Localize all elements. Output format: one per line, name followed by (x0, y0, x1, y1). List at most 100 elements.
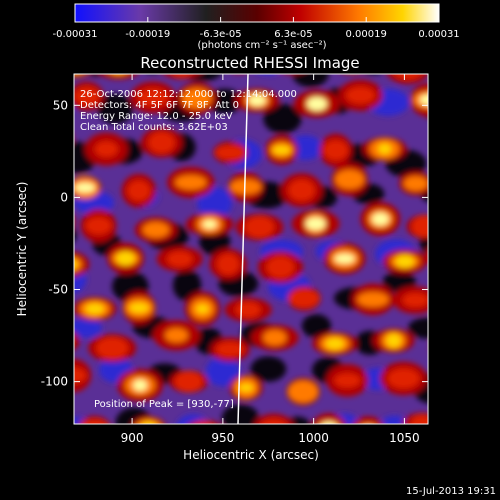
colorbar-tick-label: -0.00031 (53, 29, 98, 40)
y-tick-label: 0 (60, 190, 68, 204)
heatmap-trough (74, 227, 77, 242)
colorbar-tick-label: 0.00019 (346, 29, 387, 40)
solar-limb-line (237, 74, 249, 424)
heatmap-trough (378, 415, 411, 424)
heatmap-fringe-core (387, 368, 420, 389)
heatmap-fringe-peak (142, 421, 155, 424)
heatmap-fringe (33, 125, 73, 151)
heatmap-fringe-peak (325, 338, 344, 350)
peak-position-label: Position of Peak = [930,-77] (94, 399, 234, 410)
heatmap-fringe-peak (322, 421, 336, 424)
heatmap-fringe-core (74, 87, 100, 106)
heatmap-trough (97, 93, 133, 124)
heatmap-fringe-core (174, 371, 203, 392)
heatmap-fringe-peak (305, 217, 326, 230)
heatmap-trough (206, 88, 243, 114)
heatmap-fringe-core (111, 74, 126, 76)
heatmap-fringe-core (323, 140, 349, 161)
heatmap-fringe-core (335, 169, 365, 189)
heatmap-fringe-peak (372, 212, 389, 226)
heatmap-fringe-peak (378, 143, 392, 155)
heatmap-trough (221, 404, 260, 424)
heatmap-fringe-core (96, 337, 129, 359)
annotation-energy-range: Energy Range: 12.0 - 25.0 keV (80, 111, 233, 122)
heatmap-image (26, 59, 470, 438)
x-tick-label: 950 (211, 431, 234, 445)
heatmap-fringe (254, 413, 294, 424)
heatmap-fringe (430, 332, 470, 364)
heatmap-fringe-core (41, 128, 64, 147)
heatmap-trough (434, 412, 468, 433)
plot-frame (73, 73, 429, 425)
heatmap-fringe-peak (65, 59, 84, 71)
heatmap-fringe-peak (116, 251, 135, 266)
heatmap-fringe-peak (75, 182, 95, 193)
heatmap-fringe-core (172, 74, 191, 78)
heatmap-fringe-core (138, 88, 169, 107)
x-tick-label: 900 (121, 431, 144, 445)
y-axis-ticks: -100 -50 0 50 (41, 98, 428, 389)
heatmap-fringe-core (94, 141, 118, 157)
heatmap-fringe-core (85, 217, 112, 235)
x-tick-label: 1050 (389, 431, 420, 445)
heatmap-fringe-core (74, 257, 82, 272)
heatmap-fringe-peak (272, 145, 291, 155)
heatmap-fringe-core (266, 256, 295, 279)
heatmap-fringe (31, 412, 67, 438)
chart-title: Reconstructed RHESSI Image (140, 54, 359, 72)
heatmap-fringe-core (260, 419, 287, 424)
heatmap-fringe-core (357, 292, 389, 307)
heatmap-fringe-core (175, 175, 207, 190)
heatmap-trough (301, 314, 332, 338)
heatmap-trough (196, 186, 233, 219)
heatmap-fringe-peak (248, 94, 266, 106)
colorbar-tick-label: -0.00019 (125, 29, 170, 40)
heatmap-fringe-core (438, 340, 462, 355)
heatmap-fringe-core (37, 415, 62, 434)
heatmap-fringe-core (181, 88, 212, 109)
heatmap-fringe-core (346, 86, 376, 104)
heatmap-fringe-core (39, 212, 70, 232)
heatmap-fringe-core (436, 248, 462, 264)
colorbar-unit-label: (photons cm⁻² s⁻¹ asec⁻²) (197, 40, 326, 51)
heatmap-fringe-core (437, 128, 466, 146)
heatmap-trough (205, 356, 240, 387)
x-tick-label: 1000 (298, 431, 329, 445)
heatmap-fringe-core (74, 367, 87, 384)
y-tick-label: 50 (53, 98, 68, 112)
heatmap-fringe-peak (47, 215, 62, 228)
colorbar-tick-label: 0.00031 (418, 29, 459, 40)
heatmap-fringe (74, 74, 90, 78)
heatmap-fringe-core (411, 215, 428, 238)
colorbar-ticks: -0.00031 -0.00019 -6.3e-05 6.3e-05 0.00019 0.… (53, 17, 460, 40)
heatmap-fringe-core (288, 380, 318, 403)
heatmap-fringe-core (166, 251, 193, 267)
y-axis-label: Heliocentric Y (arcsec) (15, 182, 29, 317)
heatmap-fringe-core (215, 145, 246, 160)
colorbar (74, 3, 440, 23)
heatmap-fringe-core (229, 179, 262, 195)
heatmap-fringe-peak (196, 304, 209, 314)
heatmap-fringe-peak (74, 259, 78, 269)
heatmap-fringe-peak (52, 335, 66, 347)
heatmap-trough (292, 74, 329, 88)
heatmap-fringe-peak (112, 59, 125, 72)
heatmap-fringe (99, 74, 138, 80)
heatmap-fringe-peak (133, 379, 148, 391)
heatmap-fringe-core (81, 419, 108, 424)
colorbar-tick-label: 6.3e-05 (274, 29, 312, 40)
heatmap-trough (26, 318, 67, 340)
colorbar-tick-label: -6.3e-05 (200, 29, 242, 40)
heatmap-trough (250, 356, 287, 382)
y-tick-label: -50 (48, 283, 68, 297)
heatmap-fringe-core (136, 419, 161, 424)
heatmap-fringe (352, 416, 384, 424)
heatmap-fringe-peak (202, 219, 217, 229)
heatmap-trough (74, 317, 102, 338)
heatmap-fringe-core (47, 334, 71, 349)
heatmap-trough (367, 74, 377, 75)
heatmap-fringe-peak (85, 303, 104, 315)
heatmap-fringe (74, 332, 80, 350)
heatmap-fringe-core (288, 289, 320, 308)
render-timestamp: 15-Jul-2013 19:31 (406, 486, 496, 497)
